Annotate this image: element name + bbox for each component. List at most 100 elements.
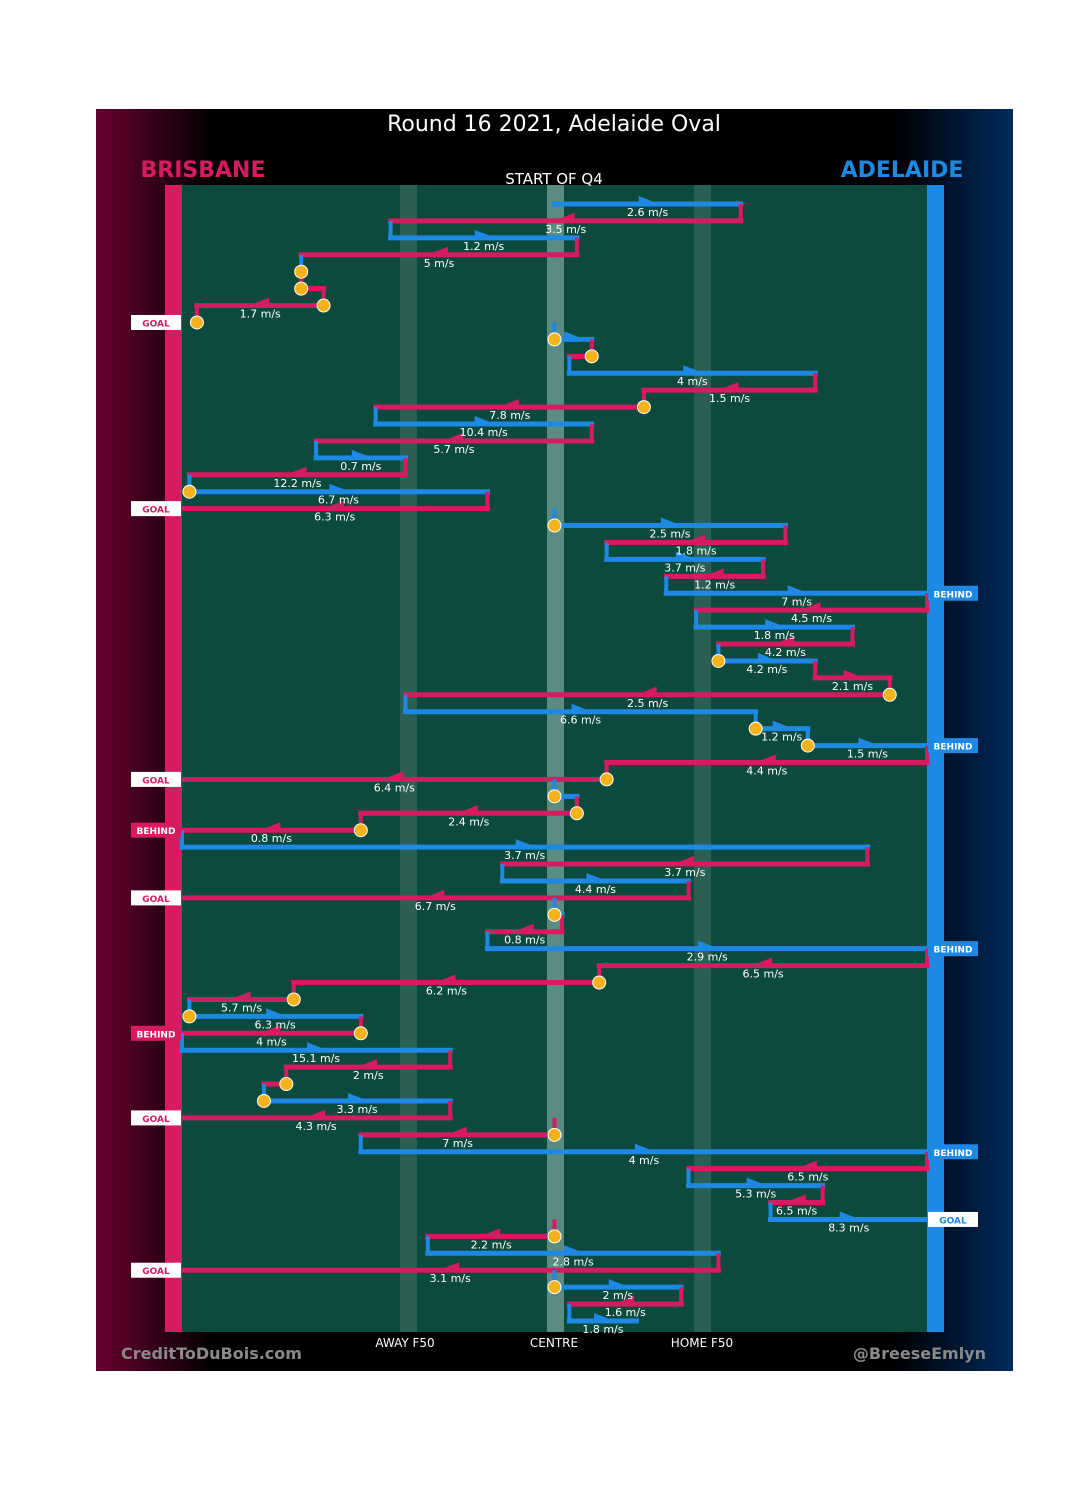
ball-up-marker xyxy=(279,1077,294,1092)
speed-label: 6.3 m/s xyxy=(255,1018,296,1031)
home-f50-band xyxy=(694,185,711,1332)
chain-arrowhead xyxy=(638,196,657,206)
chain-arrowhead xyxy=(500,399,519,410)
behind-badge-label: BEHIND xyxy=(934,590,973,600)
ball-up-marker xyxy=(182,484,197,499)
speed-label: 3.3 m/s xyxy=(336,1103,377,1116)
speed-label: 4.2 m/s xyxy=(746,663,787,676)
adelaide-goal-line xyxy=(927,185,944,1332)
speed-label: 5.7 m/s xyxy=(221,1001,262,1014)
ball-up-marker xyxy=(547,789,562,804)
speed-label: 2.8 m/s xyxy=(553,1255,594,1268)
ball-up-marker xyxy=(547,332,562,347)
ball-up-marker xyxy=(748,721,763,736)
x-label-away-f50: AWAY F50 xyxy=(375,1336,434,1350)
speed-label: 3.7 m/s xyxy=(664,866,705,879)
chain-arrowhead xyxy=(515,839,534,850)
chain-arrowhead xyxy=(798,1160,817,1171)
chain-arrowhead xyxy=(802,602,821,613)
ball-up-marker xyxy=(547,518,562,533)
speed-label: 4.5 m/s xyxy=(791,612,832,625)
chain-arrowhead xyxy=(262,822,281,833)
brisbane-goal-line xyxy=(165,185,182,1332)
ball-up-marker xyxy=(547,1280,562,1295)
chain-arrowhead xyxy=(787,585,806,596)
ball-up-marker xyxy=(353,823,368,838)
chain-arrowhead xyxy=(441,1262,460,1273)
chain-arrowhead xyxy=(675,551,694,562)
goal-badge xyxy=(131,1110,181,1126)
chain-arrowhead xyxy=(307,1042,326,1053)
goal-badge xyxy=(131,1262,181,1278)
goal-badge-label: GOAL xyxy=(142,776,170,786)
speed-label: 6.7 m/s xyxy=(415,900,456,913)
chain-arrowhead xyxy=(843,669,862,680)
behind-badge xyxy=(928,585,978,601)
speed-label: 7 m/s xyxy=(442,1137,473,1150)
chain-arrowhead xyxy=(288,466,307,477)
behind-badge-label: BEHIND xyxy=(934,743,973,753)
ball-up-marker xyxy=(316,298,331,313)
speed-label: 4.4 m/s xyxy=(746,765,787,778)
chain-arrowhead xyxy=(474,229,493,240)
ball-up-marker xyxy=(584,349,599,364)
speed-label: 0.7 m/s xyxy=(340,460,381,473)
goal-badge-label: GOAL xyxy=(142,1115,170,1125)
chain-arrowhead xyxy=(720,382,739,393)
speed-label: 0.8 m/s xyxy=(251,832,292,845)
chain-arrowhead xyxy=(448,1126,467,1137)
behind-badge xyxy=(131,1025,181,1041)
speed-label: 5.3 m/s xyxy=(735,1188,776,1201)
speed-label: 4.3 m/s xyxy=(296,1120,337,1133)
chain-arrowhead xyxy=(262,1025,281,1036)
goal-badge-label: GOAL xyxy=(142,506,170,516)
x-label-centre: CENTRE xyxy=(530,1336,578,1350)
goal-badge xyxy=(131,890,181,906)
speed-label: 1.7 m/s xyxy=(240,308,281,321)
chain-arrowhead xyxy=(515,923,534,934)
speed-label: 1.8 m/s xyxy=(754,629,795,642)
chain-arrowhead xyxy=(564,1245,583,1256)
speed-label: 1.5 m/s xyxy=(709,392,750,405)
speed-label: 10.4 m/s xyxy=(460,426,508,439)
speed-label: 6.4 m/s xyxy=(374,781,415,794)
ball-up-marker xyxy=(353,1026,368,1041)
chain-arrowhead xyxy=(556,212,575,223)
chain-arrowhead xyxy=(232,991,251,1002)
speed-label: 2.2 m/s xyxy=(471,1238,512,1251)
behind-badge xyxy=(928,1144,978,1160)
speed-label: 2.5 m/s xyxy=(649,528,690,541)
ball-up-marker xyxy=(599,772,614,787)
goal-badge-label: GOAL xyxy=(142,895,170,905)
behind-badge-label: BEHIND xyxy=(137,1030,176,1040)
chain-arrowhead xyxy=(765,619,784,630)
goal-badge-label: GOAL xyxy=(142,1267,170,1277)
speed-label: 3.7 m/s xyxy=(504,849,545,862)
outcome-badges: GOAL GOAL BEHIND BEHIND GOAL BEHIND GOAL BEHIND… xyxy=(131,314,978,1278)
speed-label: 6.2 m/s xyxy=(426,985,467,998)
speed-label: 5.7 m/s xyxy=(433,443,474,456)
chain-arrowhead xyxy=(772,720,791,731)
speed-label: 4.2 m/s xyxy=(765,646,806,659)
goal-badge-label: GOAL xyxy=(939,1216,967,1226)
ball-up-marker xyxy=(286,992,301,1007)
speed-label: 6.5 m/s xyxy=(776,1205,817,1218)
speed-labels: 2.6 m/s3.5 m/s1.2 m/s5 m/s1.7 m/s4 m/s1.… xyxy=(221,206,888,1336)
goal-badge xyxy=(131,314,181,330)
speed-label: 6.3 m/s xyxy=(314,511,355,524)
chart-title: Round 16 2021, Adelaide Oval xyxy=(387,112,721,137)
behind-badge xyxy=(131,822,181,838)
team-left-name: BRISBANE xyxy=(141,158,266,183)
chains-layer: 2.6 m/s3.5 m/s1.2 m/s5 m/s1.7 m/s4 m/s1.… xyxy=(131,196,978,1336)
ball-up-marker xyxy=(800,738,815,753)
chain-arrowhead xyxy=(757,652,776,663)
chain-arrowhead xyxy=(787,1194,806,1205)
chain-arrowhead xyxy=(564,331,583,342)
ball-up-marker xyxy=(547,907,562,922)
speed-label: 12.2 m/s xyxy=(273,477,321,490)
team-right-name: ADELAIDE xyxy=(841,158,964,183)
speed-label: 6.6 m/s xyxy=(560,714,601,727)
chain-arrowhead xyxy=(757,754,776,765)
chain-arrowhead xyxy=(634,1143,653,1154)
ball-up-marker xyxy=(547,1229,562,1244)
